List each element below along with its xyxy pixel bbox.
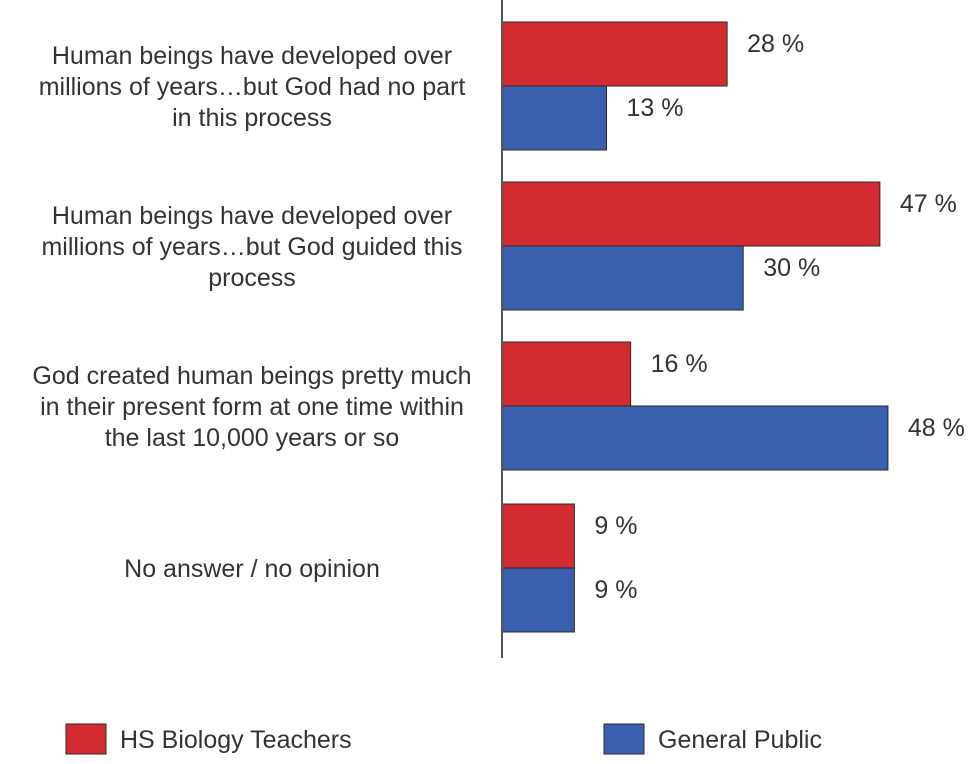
category-label: God created human beings pretty much in t… xyxy=(32,362,471,452)
category-label-line: millions of years…but God had no part xyxy=(39,73,466,101)
data-label: 28 % xyxy=(747,30,804,58)
legend: HS Biology Teachers General Public xyxy=(65,723,822,755)
category-label-line: in their present form at one time within xyxy=(40,393,464,421)
category-label-line: in this process xyxy=(172,104,332,132)
data-label: 16 % xyxy=(651,350,708,378)
category-labels: Human beings have developed over millions… xyxy=(32,42,471,583)
bar-general-public xyxy=(501,405,889,471)
category-label: No answer / no opinion xyxy=(124,555,380,583)
category-label-line: the last 10,000 years or so xyxy=(105,424,400,452)
data-label: 48 % xyxy=(908,414,965,442)
category-label-line: God created human beings pretty much xyxy=(32,362,471,390)
bar-hs-biology-teachers xyxy=(501,503,575,569)
category-label-line: Human beings have developed over xyxy=(52,42,452,70)
value-labels: 28 % 13 % 47 % 30 % 16 % 48 % 9 % 9 % xyxy=(594,30,965,604)
data-label: 47 % xyxy=(900,190,957,218)
bar-hs-biology-teachers xyxy=(501,181,881,247)
legend-swatch xyxy=(65,723,107,755)
data-label: 9 % xyxy=(594,576,637,604)
category-label-line: No answer / no opinion xyxy=(124,555,380,583)
bar-general-public xyxy=(501,245,744,311)
legend-swatch xyxy=(603,723,645,755)
bar-general-public xyxy=(501,567,575,633)
data-label: 9 % xyxy=(594,512,637,540)
bar-general-public xyxy=(501,85,608,151)
category-label: Human beings have developed over millions… xyxy=(39,42,466,132)
data-label: 13 % xyxy=(627,94,684,122)
category-label-line: process xyxy=(208,264,296,292)
legend-label: HS Biology Teachers xyxy=(120,726,352,754)
data-label: 30 % xyxy=(763,254,820,282)
legend-label: General Public xyxy=(658,726,822,754)
category-label-line: millions of years…but God guided this xyxy=(41,233,462,261)
category-label-line: Human beings have developed over xyxy=(52,202,452,230)
bar-hs-biology-teachers xyxy=(501,341,632,407)
category-label: Human beings have developed over millions… xyxy=(41,202,462,292)
bar-hs-biology-teachers xyxy=(501,21,728,87)
bars xyxy=(501,21,889,633)
